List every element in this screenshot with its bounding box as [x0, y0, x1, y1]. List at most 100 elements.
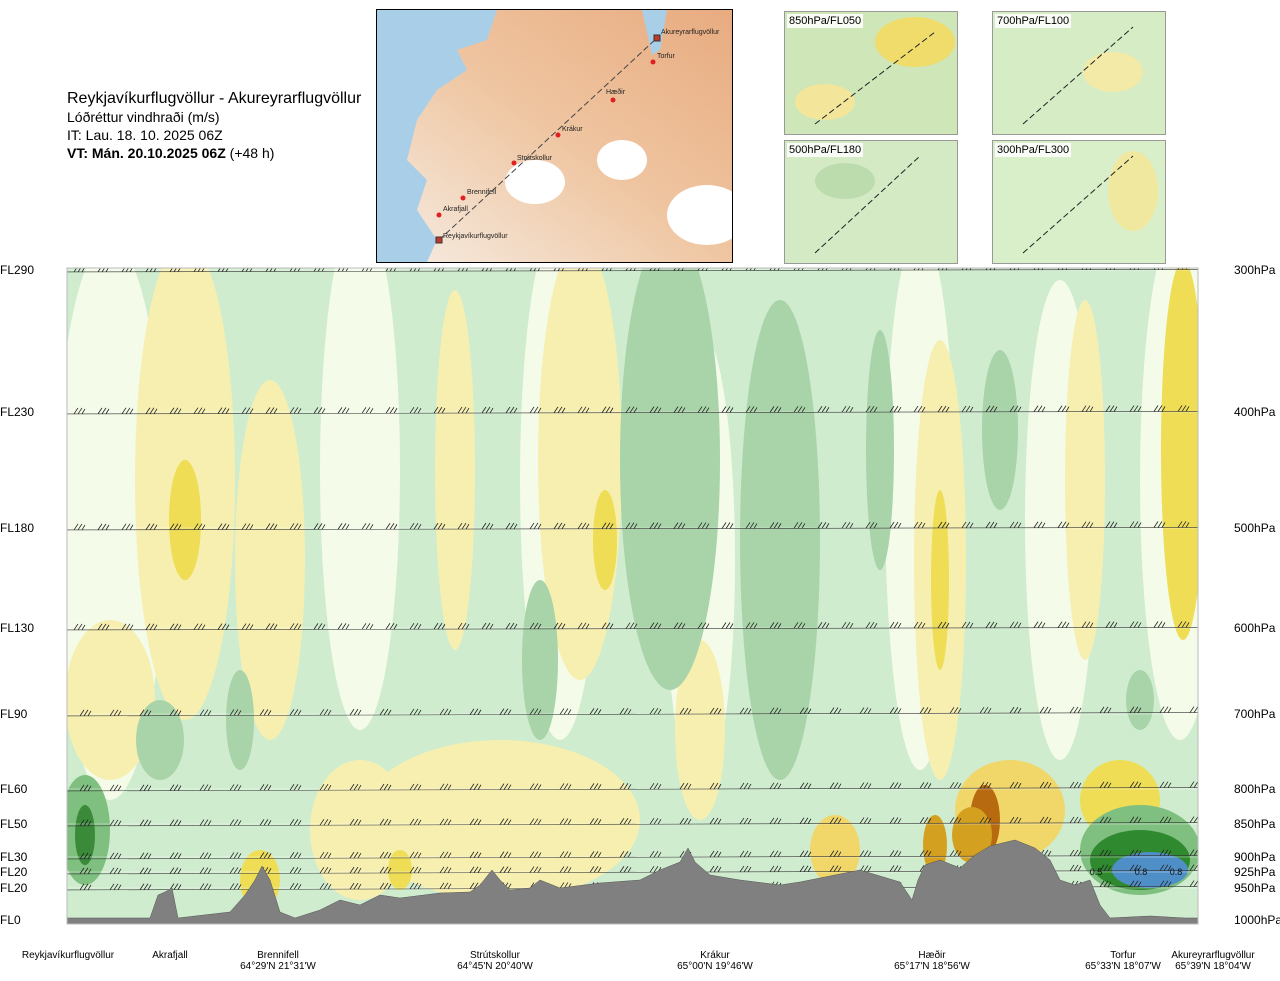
wind-barb: [505, 522, 518, 530]
wind-barb: [145, 523, 158, 531]
flight-level-label: FL20: [0, 881, 28, 895]
wind-barb: [193, 268, 205, 272]
wind-barb: [73, 523, 86, 531]
updraft-area: [931, 490, 949, 670]
wind-barb: [499, 866, 512, 873]
wind-barb: [865, 268, 876, 271]
wind-barb: [979, 816, 992, 824]
wind-barb: [109, 709, 122, 717]
wind-barb: [169, 867, 182, 874]
wind-barb: [1129, 816, 1142, 823]
wind-barb: [1009, 521, 1022, 529]
wind-barb: [649, 522, 662, 529]
pressure-level-label: 900hPa: [1234, 850, 1276, 864]
wind-barb: [1033, 268, 1044, 271]
wind-barb: [289, 709, 302, 716]
wind-barb: [937, 405, 950, 413]
wind-barb: [589, 818, 602, 825]
wind-barb: [739, 782, 752, 790]
flight-level-label: FL90: [0, 707, 28, 721]
wind-barb: [319, 783, 332, 791]
wind-barb: [913, 268, 924, 271]
wind-barb: [937, 621, 950, 629]
wind-barb: [289, 523, 302, 530]
wind-barb: [1069, 849, 1082, 857]
wind-barb: [1009, 816, 1022, 824]
wind-barb: [337, 523, 350, 530]
wind-barb: [709, 817, 722, 825]
wind-barb: [589, 783, 602, 790]
wind-barb: [919, 782, 932, 789]
wind-barb: [649, 850, 662, 858]
airport-marker: [653, 34, 661, 42]
inset-500: 500hPa/FL180: [784, 140, 958, 264]
site-label: Reykjavíkurflugvöllur: [8, 950, 128, 961]
flight-level-label: FL290: [0, 263, 35, 277]
site-label: Krákur 65°00'N 19°46'W: [655, 950, 775, 972]
wind-barb: [79, 883, 92, 891]
barb-staff-line: [67, 527, 1198, 531]
wind-barb: [439, 882, 452, 890]
route-map-svg: Akureyrarflugvöllur Torfur Hæðir Krákur Strú…: [377, 10, 732, 262]
wind-barb: [50, 868, 61, 874]
wind-barb: [1159, 864, 1172, 871]
wind-barb: [409, 866, 422, 874]
wind-barb: [985, 405, 998, 413]
downdraft-area: [620, 268, 720, 690]
wind-barb: [859, 817, 872, 824]
wind-barb: [289, 852, 302, 859]
wind-barb: [913, 521, 926, 529]
wind-barb: [829, 817, 842, 824]
wind-barb: [313, 407, 326, 414]
wind-barb: [739, 850, 752, 858]
updraft-area: [675, 640, 725, 820]
wind-barb: [385, 523, 398, 530]
wind-barb: [79, 784, 92, 792]
wind-barb: [919, 850, 932, 857]
wind-barb: [1189, 849, 1198, 856]
contour-label: 0.8: [1135, 867, 1148, 877]
wind-barb: [481, 622, 494, 630]
wind-barb: [817, 406, 830, 413]
wind-barb: [289, 407, 302, 414]
wind-barb: [529, 522, 542, 530]
wind-barb: [1189, 864, 1198, 871]
waypoint-marker: [436, 212, 442, 218]
site-name: Hæðir: [918, 950, 946, 961]
wind-barb: [829, 707, 842, 714]
wind-barb: [433, 622, 446, 630]
wind-barb: [649, 707, 662, 715]
wind-barb: [499, 818, 512, 825]
wind-barb: [1081, 405, 1094, 412]
inset-label: 700hPa/FL100: [995, 14, 1072, 28]
wind-barb: [139, 852, 152, 859]
flight-level-label: FL0: [0, 913, 21, 927]
wind-barb: [619, 708, 632, 715]
wind-barb: [709, 707, 722, 715]
wind-barb: [109, 867, 122, 875]
wind-barb: [385, 407, 398, 414]
site-coord: 65°39'N 18°04'W: [1175, 961, 1251, 972]
wind-barb: [439, 851, 452, 859]
plot-area: [50, 268, 1198, 924]
wind-barb: [817, 522, 830, 529]
wind-barb: [229, 852, 242, 859]
wind-barb: [1189, 880, 1198, 887]
valid-time-offset: (+48 h): [229, 145, 275, 161]
wind-barb: [1033, 621, 1046, 629]
wind-barb: [73, 268, 85, 273]
wind-barb: [109, 784, 122, 792]
barb-staff-line: [67, 712, 1198, 717]
wind-barb: [50, 624, 61, 630]
route-line: [438, 37, 658, 241]
wind-barb: [121, 523, 134, 531]
wind-barb: [499, 708, 512, 715]
wind-barb: [829, 865, 842, 872]
pressure-level-label: 1000hPa: [1234, 913, 1280, 927]
wind-barb: [589, 708, 602, 715]
glacier-1: [505, 160, 565, 204]
route-map: Akureyrarflugvöllur Torfur Hæðir Krákur Strú…: [376, 9, 733, 263]
wind-barb: [799, 707, 812, 714]
wind-barb: [379, 851, 392, 859]
